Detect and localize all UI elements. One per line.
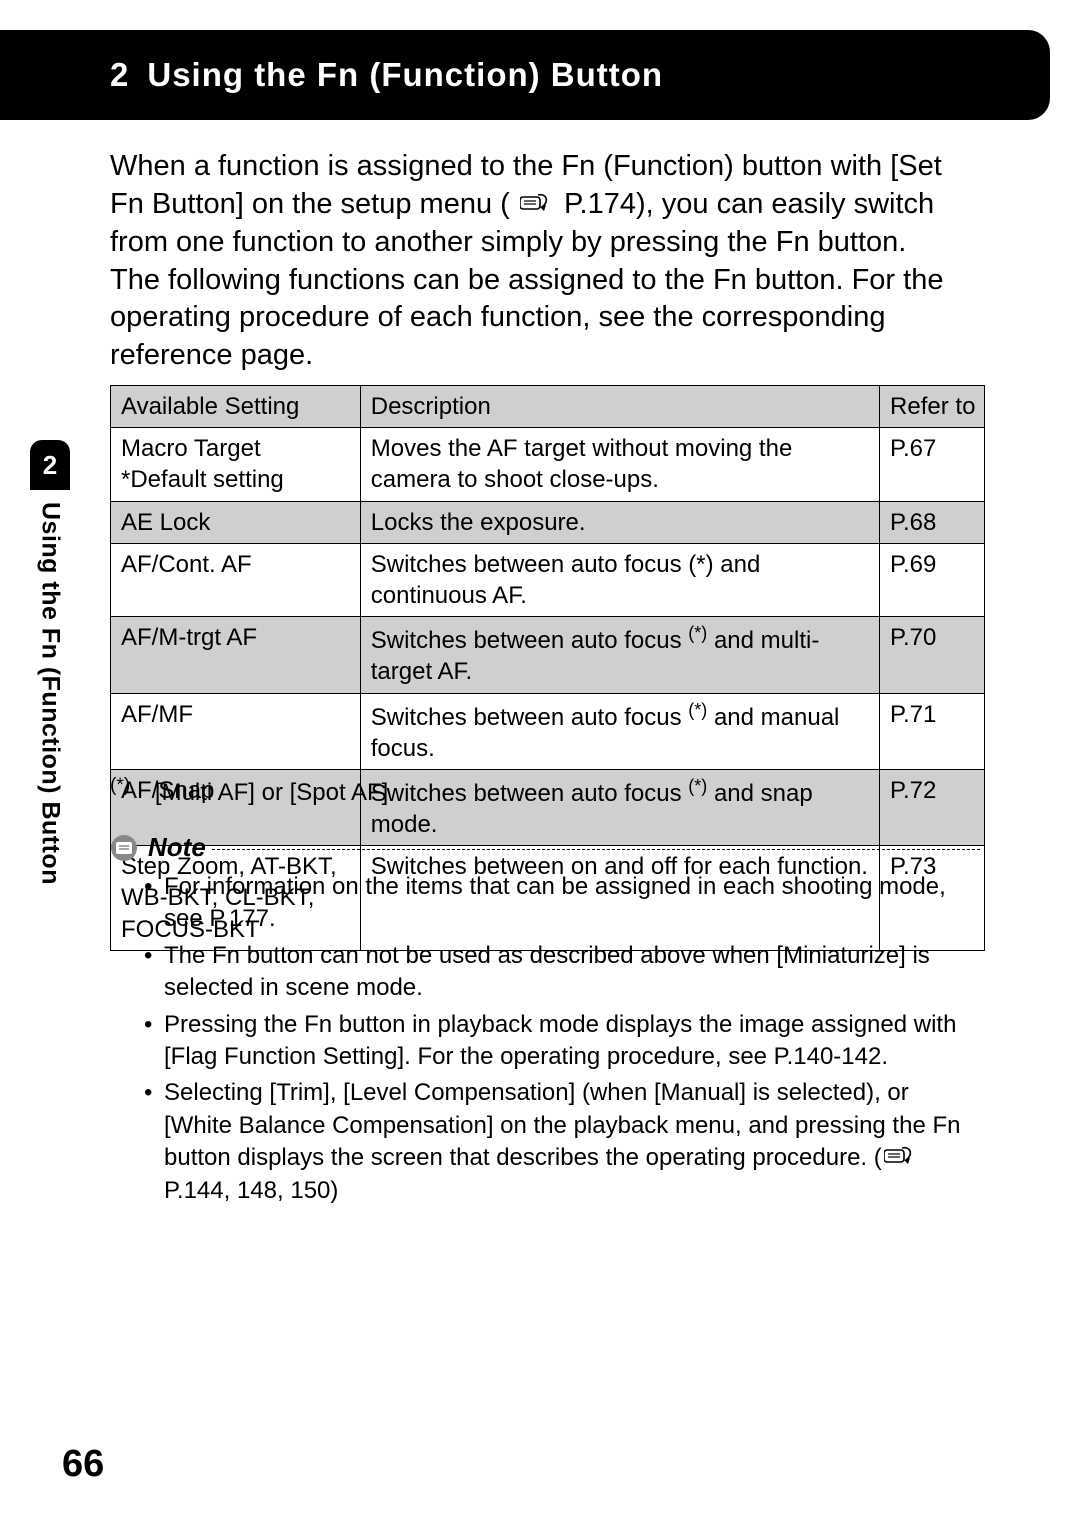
cell-description: Switches between auto focus (*) and mult…: [360, 617, 879, 693]
cell-setting: AF/M-trgt AF: [111, 617, 361, 693]
table-row: AE LockLocks the exposure.P.68: [111, 501, 985, 543]
sidebar-tab: 2 Using the Fn (Function) Button: [30, 440, 70, 1080]
footnote-text: [Multi AF] or [Spot AF]: [155, 779, 388, 806]
table-row: AF/Cont. AFSwitches between auto focus (…: [111, 543, 985, 616]
table-header-row: Available Setting Description Refer to: [111, 386, 985, 428]
note-header: Note: [110, 832, 980, 863]
cell-description: Locks the exposure.: [360, 501, 879, 543]
note-item: Selecting [Trim], [Level Compensation] (…: [144, 1077, 980, 1207]
cell-description: Switches between auto focus (*) and manu…: [360, 693, 879, 769]
note-label: Note: [148, 832, 206, 863]
page-number: 66: [62, 1443, 104, 1486]
cell-description: Moves the AF target without moving the c…: [360, 428, 879, 501]
note-item: The Fn button can not be used as describ…: [144, 940, 980, 1005]
note-list: For information on the items that can be…: [110, 871, 980, 1207]
intro-text-2: The following functions can be assigned …: [110, 264, 943, 371]
table-row: AF/MFSwitches between auto focus (*) and…: [111, 693, 985, 769]
footnote-mark: (*): [110, 775, 130, 796]
table-row: AF/M-trgt AFSwitches between auto focus …: [111, 617, 985, 693]
cell-refer: P.68: [880, 501, 985, 543]
cell-refer: P.69: [880, 543, 985, 616]
sidebar-chapter-badge: 2: [30, 440, 70, 490]
intro-paragraph: When a function is assigned to the Fn (F…: [110, 148, 980, 375]
th-description: Description: [360, 386, 879, 428]
sidebar-chapter-label: Using the Fn (Function) Button: [36, 502, 65, 885]
cell-setting: AF/Cont. AF: [111, 543, 361, 616]
cell-setting: AF/MF: [111, 693, 361, 769]
note-dash-rule: [212, 849, 980, 850]
table-row: Macro Target*Default settingMoves the AF…: [111, 428, 985, 501]
section-number: 2: [110, 56, 129, 94]
section-title: Using the Fn (Function) Button: [147, 56, 663, 94]
cell-description: Switches between auto focus (*) and cont…: [360, 543, 879, 616]
cell-setting: AE Lock: [111, 501, 361, 543]
page-root: 2 Using the Fn (Function) Button 2 Using…: [0, 0, 1080, 1526]
cell-setting: Macro Target*Default setting: [111, 428, 361, 501]
cell-refer: P.67: [880, 428, 985, 501]
table-footnote: (*) [Multi AF] or [Spot AF]: [110, 775, 980, 807]
cell-refer: P.71: [880, 693, 985, 769]
note-item: For information on the items that can be…: [144, 871, 980, 936]
note-icon: [110, 834, 138, 862]
th-refer: Refer to: [880, 386, 985, 428]
section-header: 2 Using the Fn (Function) Button: [0, 30, 1050, 120]
note-item: Pressing the Fn button in playback mode …: [144, 1009, 980, 1074]
th-setting: Available Setting: [111, 386, 361, 428]
note-block: Note For information on the items that c…: [110, 832, 980, 1211]
reference-pointer-icon: [520, 186, 554, 224]
cell-refer: P.70: [880, 617, 985, 693]
reference-pointer-icon: [884, 1143, 918, 1175]
